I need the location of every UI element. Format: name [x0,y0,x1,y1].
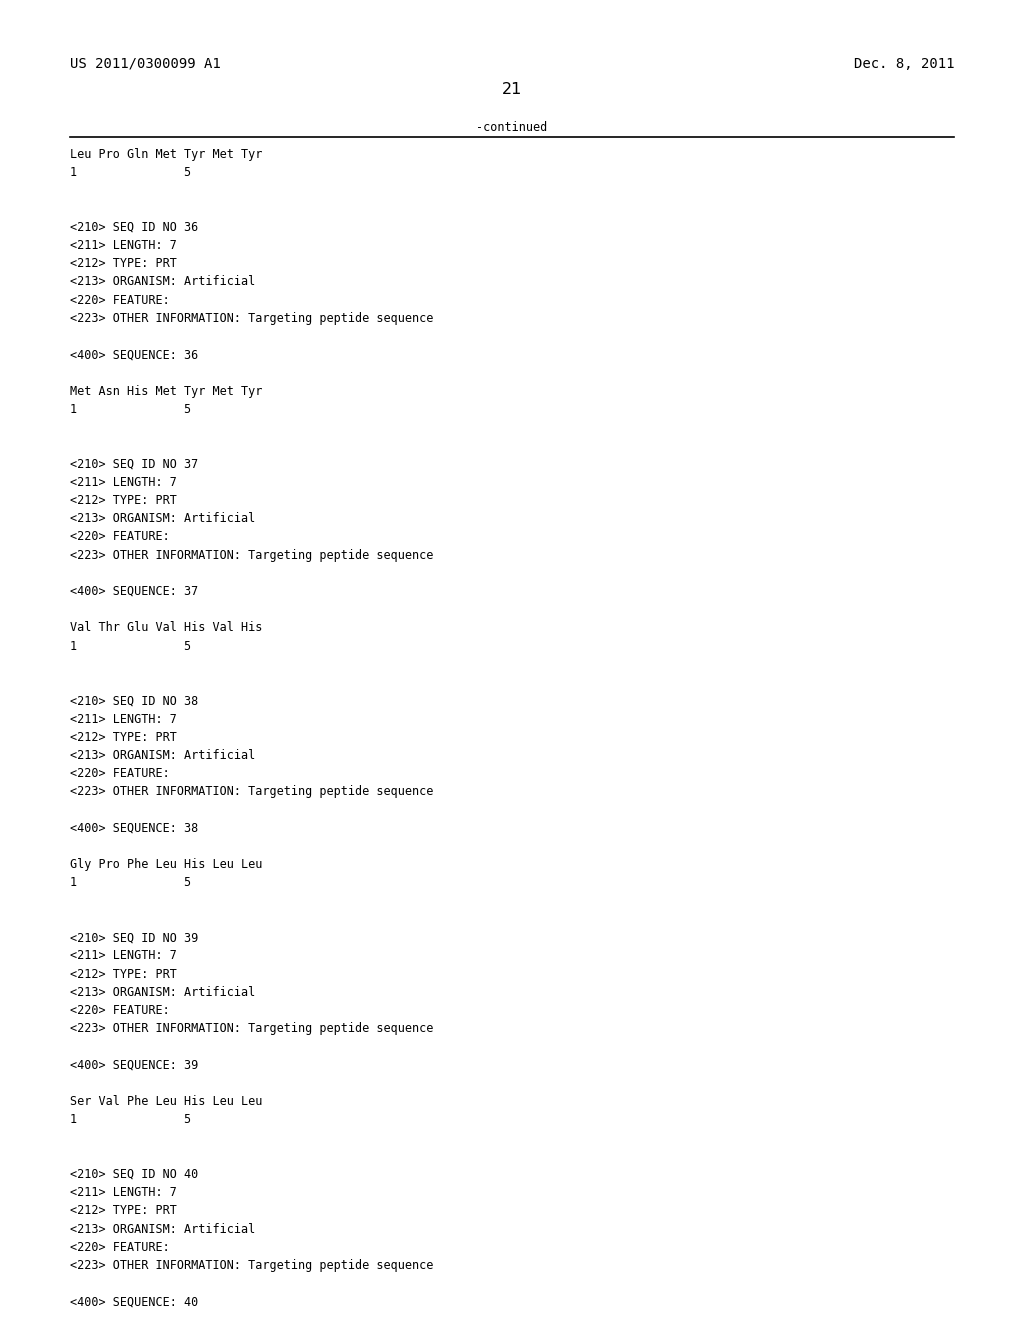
Text: <212> TYPE: PRT: <212> TYPE: PRT [70,1204,176,1217]
Text: Gly Pro Phe Leu His Leu Leu: Gly Pro Phe Leu His Leu Leu [70,858,262,871]
Text: <212> TYPE: PRT: <212> TYPE: PRT [70,494,176,507]
Text: 1               5: 1 5 [70,1113,190,1126]
Text: <223> OTHER INFORMATION: Targeting peptide sequence: <223> OTHER INFORMATION: Targeting pepti… [70,785,433,799]
Text: 1               5: 1 5 [70,640,190,652]
Text: <211> LENGTH: 7: <211> LENGTH: 7 [70,713,176,726]
Text: 21: 21 [502,82,522,96]
Text: <212> TYPE: PRT: <212> TYPE: PRT [70,968,176,981]
Text: <400> SEQUENCE: 38: <400> SEQUENCE: 38 [70,822,198,834]
Text: <213> ORGANISM: Artificial: <213> ORGANISM: Artificial [70,748,255,762]
Text: Val Thr Glu Val His Val His: Val Thr Glu Val His Val His [70,622,262,635]
Text: <210> SEQ ID NO 38: <210> SEQ ID NO 38 [70,694,198,708]
Text: <212> TYPE: PRT: <212> TYPE: PRT [70,257,176,271]
Text: <220> FEATURE:: <220> FEATURE: [70,293,169,306]
Text: <210> SEQ ID NO 40: <210> SEQ ID NO 40 [70,1168,198,1181]
Text: Leu Pro Gln Met Tyr Met Tyr: Leu Pro Gln Met Tyr Met Tyr [70,148,262,161]
Text: <400> SEQUENCE: 37: <400> SEQUENCE: 37 [70,585,198,598]
Text: <213> ORGANISM: Artificial: <213> ORGANISM: Artificial [70,1222,255,1236]
Text: <223> OTHER INFORMATION: Targeting peptide sequence: <223> OTHER INFORMATION: Targeting pepti… [70,549,433,561]
Text: <400> SEQUENCE: 39: <400> SEQUENCE: 39 [70,1059,198,1072]
Text: <211> LENGTH: 7: <211> LENGTH: 7 [70,1187,176,1199]
Text: <400> SEQUENCE: 36: <400> SEQUENCE: 36 [70,348,198,362]
Text: 1               5: 1 5 [70,166,190,180]
Text: <212> TYPE: PRT: <212> TYPE: PRT [70,731,176,743]
Text: Dec. 8, 2011: Dec. 8, 2011 [854,57,954,71]
Text: <223> OTHER INFORMATION: Targeting peptide sequence: <223> OTHER INFORMATION: Targeting pepti… [70,1022,433,1035]
Text: <210> SEQ ID NO 37: <210> SEQ ID NO 37 [70,458,198,470]
Text: <213> ORGANISM: Artificial: <213> ORGANISM: Artificial [70,276,255,288]
Text: <400> SEQUENCE: 40: <400> SEQUENCE: 40 [70,1295,198,1308]
Text: Met Asn His Met Tyr Met Tyr: Met Asn His Met Tyr Met Tyr [70,384,262,397]
Text: US 2011/0300099 A1: US 2011/0300099 A1 [70,57,220,71]
Text: <220> FEATURE:: <220> FEATURE: [70,1005,169,1016]
Text: 1               5: 1 5 [70,876,190,890]
Text: <211> LENGTH: 7: <211> LENGTH: 7 [70,239,176,252]
Text: <220> FEATURE:: <220> FEATURE: [70,767,169,780]
Text: <213> ORGANISM: Artificial: <213> ORGANISM: Artificial [70,512,255,525]
Text: <210> SEQ ID NO 36: <210> SEQ ID NO 36 [70,220,198,234]
Text: <223> OTHER INFORMATION: Targeting peptide sequence: <223> OTHER INFORMATION: Targeting pepti… [70,1259,433,1272]
Text: Ser Val Phe Leu His Leu Leu: Ser Val Phe Leu His Leu Leu [70,1096,262,1107]
Text: 1               5: 1 5 [70,403,190,416]
Text: <210> SEQ ID NO 39: <210> SEQ ID NO 39 [70,931,198,944]
Text: <220> FEATURE:: <220> FEATURE: [70,531,169,544]
Text: -continued: -continued [476,121,548,135]
Text: <211> LENGTH: 7: <211> LENGTH: 7 [70,475,176,488]
Text: <211> LENGTH: 7: <211> LENGTH: 7 [70,949,176,962]
Text: <220> FEATURE:: <220> FEATURE: [70,1241,169,1254]
Text: <223> OTHER INFORMATION: Targeting peptide sequence: <223> OTHER INFORMATION: Targeting pepti… [70,312,433,325]
Text: <213> ORGANISM: Artificial: <213> ORGANISM: Artificial [70,986,255,999]
